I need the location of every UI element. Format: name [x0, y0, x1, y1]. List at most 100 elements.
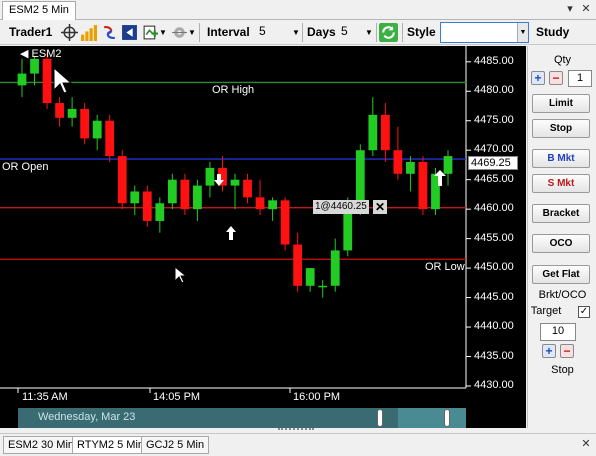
pointer-cursor-icon — [174, 266, 188, 284]
pin-dropdown-icon[interactable]: ▾ — [567, 3, 573, 15]
candle-body — [305, 268, 315, 286]
add-chart-icon[interactable] — [142, 24, 159, 41]
candle-body — [105, 120, 115, 157]
candle-body — [443, 156, 453, 174]
add-chart-dropdown-icon[interactable]: ▼ — [159, 28, 167, 37]
close-tab-icon[interactable]: ✕ — [581, 438, 591, 450]
candle-body — [218, 167, 227, 186]
swap-arrows-icon[interactable] — [101, 24, 118, 41]
price-tick-label: 4440.00 — [474, 320, 514, 333]
sell-market-button[interactable]: S Mkt — [532, 174, 590, 193]
position-marker-icon — [434, 170, 446, 186]
cancel-order-icon[interactable]: ✕ — [373, 200, 387, 214]
candle-body — [380, 114, 390, 151]
price-tick-label: 4470.00 — [474, 143, 514, 156]
candle-body — [406, 162, 415, 174]
timeline-left-handle[interactable] — [377, 409, 383, 427]
tab-gcj2-5min[interactable]: GCJ2 5 Min — [141, 436, 210, 454]
price-tick-marks — [466, 61, 471, 387]
oco-button[interactable]: OCO — [532, 234, 590, 253]
tab-rtym2-5min[interactable]: RTYM2 5 Min — [72, 436, 150, 454]
candle-body — [343, 209, 353, 251]
target-decrease-button[interactable]: − — [560, 344, 574, 358]
timeline-date: Wednesday, Mar 23 — [38, 411, 136, 423]
price-tick-label: 4430.00 — [474, 379, 514, 391]
qty-input[interactable]: 1 — [568, 70, 592, 87]
style-label: Style — [407, 25, 436, 39]
candle-body — [230, 179, 240, 186]
tab-esm2-5min[interactable]: ESM2 5 Min — [2, 1, 76, 20]
crosshair-icon[interactable] — [61, 24, 78, 41]
chart-canvas[interactable] — [0, 46, 526, 428]
price-tick-label: 4450.00 — [474, 261, 514, 274]
price-chart[interactable]: ◀ ESM2 OR High OR Open OR Low 4485.00 44… — [0, 46, 526, 428]
target-increase-button[interactable]: + — [542, 344, 556, 358]
price-tick-label: 4460.00 — [474, 202, 514, 215]
price-tick-label: 4445.00 — [474, 290, 514, 303]
candle-body — [117, 156, 127, 204]
toolbar-separator — [199, 23, 200, 42]
days-label: Days — [307, 25, 336, 39]
candle-body — [155, 203, 165, 221]
price-tick-label: 4435.00 — [474, 349, 514, 362]
candle-body — [80, 108, 90, 139]
candles — [17, 52, 453, 298]
style-select[interactable]: ▼ — [440, 22, 529, 43]
indicator-settings-icon[interactable] — [171, 24, 188, 41]
stop-label: Stop — [551, 364, 574, 376]
interval-dropdown-icon[interactable]: ▼ — [292, 28, 300, 37]
candle-body — [42, 58, 52, 104]
candle-body — [255, 197, 265, 210]
target-input[interactable]: 10 — [540, 323, 576, 341]
volume-bars-icon[interactable] — [80, 24, 97, 41]
target-label: Target — [530, 305, 562, 317]
indicator-dropdown-icon[interactable]: ▼ — [188, 28, 196, 37]
candle-body — [355, 150, 365, 210]
study-button[interactable]: Study — [536, 25, 570, 39]
top-tab-strip: ESM2 5 Min ▾ ✕ — [0, 0, 596, 20]
price-tick-label: 4465.00 — [474, 172, 514, 185]
timeline-visible-range[interactable] — [398, 408, 466, 428]
account-selector[interactable]: Trader1 — [9, 25, 53, 39]
candle-body — [318, 285, 328, 288]
resize-grip[interactable] — [278, 428, 314, 432]
interval-value[interactable]: 5 — [259, 24, 266, 38]
close-icon[interactable]: ✕ — [581, 3, 591, 15]
bracket-button[interactable]: Bracket — [532, 204, 590, 223]
last-price-marker: 4469.25 — [468, 156, 518, 170]
days-value[interactable]: 5 — [341, 24, 348, 38]
candle-body — [205, 167, 215, 186]
candle-body — [67, 108, 77, 118]
refresh-icon[interactable] — [379, 23, 398, 42]
candle-body — [180, 179, 190, 210]
qty-increase-button[interactable]: + — [531, 71, 545, 85]
order-panel: Qty + − 1 Limit Stop B Mkt S Mkt Bracket… — [527, 46, 596, 428]
scroll-back-icon[interactable] — [121, 24, 138, 41]
candle-body — [130, 191, 140, 204]
candle-body — [293, 244, 303, 286]
target-checkbox[interactable]: ✓ — [578, 306, 590, 318]
working-order-tag[interactable]: 1@4460.25 — [313, 200, 369, 214]
timeline-scrollbar[interactable]: Wednesday, Mar 23 — [18, 408, 466, 428]
or-high-label: OR High — [212, 84, 255, 97]
days-dropdown-icon[interactable]: ▼ — [365, 28, 373, 37]
buy-market-button[interactable]: B Mkt — [532, 149, 590, 168]
buy-arrow-icon — [214, 174, 224, 186]
qty-decrease-button[interactable]: − — [549, 71, 563, 85]
toolbar-separator — [376, 23, 377, 42]
candle-body — [92, 120, 102, 139]
stop-button[interactable]: Stop — [532, 119, 590, 138]
get-flat-button[interactable]: Get Flat — [532, 265, 590, 284]
reference-lines — [0, 81, 466, 260]
chevron-down-icon[interactable]: ▼ — [517, 23, 528, 42]
or-low-label: OR Low — [425, 261, 465, 274]
candle-body — [418, 162, 428, 210]
candle-body — [17, 73, 27, 86]
limit-button[interactable]: Limit — [532, 94, 590, 113]
bottom-tab-strip: ESM2 30 Min RTYM2 5 Min GCJ2 5 Min ✕ — [0, 433, 596, 456]
tab-esm2-30min[interactable]: ESM2 30 Min — [3, 436, 80, 454]
or-open-label: OR Open — [2, 161, 49, 174]
timeline-right-handle[interactable] — [444, 409, 450, 427]
candle-body — [167, 179, 177, 204]
